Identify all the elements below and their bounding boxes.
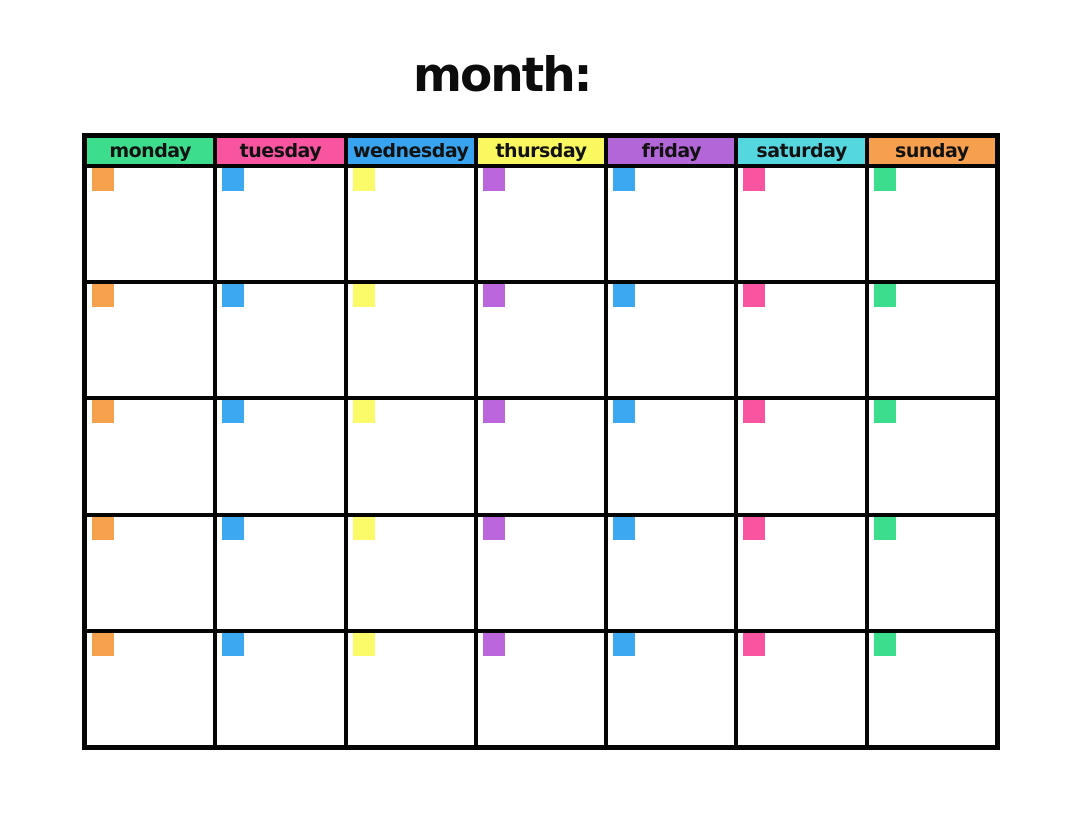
- cell-color-tag-icon: [743, 400, 766, 424]
- calendar-cell-wednesday-row5: [347, 632, 474, 745]
- cell-color-tag-icon: [352, 168, 375, 191]
- calendar-cell-thursday-row2: [477, 284, 605, 397]
- calendar-cell-wednesday-row2: [347, 284, 474, 397]
- cell-color-tag-icon: [873, 632, 896, 656]
- cell-color-tag-icon: [743, 284, 766, 308]
- calendar-cell-monday-row5: [87, 632, 214, 745]
- cell-color-tag-icon: [873, 400, 896, 424]
- calendar-cell-sunday-row3: [868, 400, 995, 513]
- calendar-cell-thursday-row1: [477, 168, 605, 281]
- cell-color-tag-icon: [222, 632, 245, 656]
- cell-color-tag-icon: [613, 516, 636, 540]
- calendar-cell-monday-row2: [87, 284, 214, 397]
- calendar-cell-tuesday-row3: [217, 400, 344, 513]
- calendar-cell-saturday-row4: [738, 516, 865, 629]
- cell-color-tag-icon: [482, 400, 505, 424]
- cell-color-tag-icon: [613, 400, 636, 424]
- cell-color-tag-icon: [222, 516, 245, 540]
- cell-color-tag-icon: [352, 284, 375, 308]
- cell-color-tag-icon: [873, 516, 896, 540]
- calendar-cell-thursday-row4: [477, 516, 605, 629]
- calendar-cell-sunday-row4: [868, 516, 995, 629]
- cell-color-tag-icon: [92, 168, 114, 191]
- calendar-cell-wednesday-row4: [347, 516, 474, 629]
- calendar-cell-wednesday-row1: [347, 168, 474, 281]
- cell-color-tag-icon: [352, 632, 375, 656]
- calendar-cell-wednesday-row3: [347, 400, 474, 513]
- cell-color-tag-icon: [743, 516, 766, 540]
- day-header-wednesday: wednesday: [347, 138, 474, 164]
- cell-color-tag-icon: [222, 284, 245, 308]
- calendar-cell-tuesday-row2: [217, 284, 344, 397]
- day-header-tuesday: tuesday: [217, 138, 344, 164]
- calendar-cell-tuesday-row4: [217, 516, 344, 629]
- cell-color-tag-icon: [482, 632, 505, 656]
- calendar-cell-sunday-row5: [868, 632, 995, 745]
- cell-color-tag-icon: [482, 284, 505, 308]
- calendar-cell-tuesday-row5: [217, 632, 344, 745]
- cell-color-tag-icon: [482, 516, 505, 540]
- cell-color-tag-icon: [222, 168, 245, 191]
- calendar-cell-friday-row2: [608, 284, 735, 397]
- month-title-label: month:: [413, 48, 592, 103]
- cell-color-tag-icon: [92, 632, 114, 656]
- cell-color-tag-icon: [92, 400, 114, 424]
- calendar-cell-sunday-row1: [868, 168, 995, 281]
- cell-color-tag-icon: [743, 632, 766, 656]
- cell-color-tag-icon: [613, 632, 636, 656]
- calendar-cell-friday-row1: [608, 168, 735, 281]
- calendar-cell-monday-row3: [87, 400, 214, 513]
- calendar-cell-saturday-row5: [738, 632, 865, 745]
- day-header-thursday: thursday: [477, 138, 605, 164]
- calendar-cell-saturday-row1: [738, 168, 865, 281]
- calendar-cell-tuesday-row1: [217, 168, 344, 281]
- calendar-grid: monday tuesday wednesday thursday friday satu…: [82, 133, 1000, 750]
- cell-color-tag-icon: [613, 168, 636, 191]
- cell-color-tag-icon: [873, 284, 896, 308]
- cell-color-tag-icon: [92, 516, 114, 540]
- cell-color-tag-icon: [482, 168, 505, 191]
- cell-color-tag-icon: [352, 516, 375, 540]
- cell-color-tag-icon: [873, 168, 896, 191]
- day-header-friday: friday: [608, 138, 735, 164]
- day-header-sunday: sunday: [868, 138, 995, 164]
- calendar-cell-friday-row3: [608, 400, 735, 513]
- day-header-monday: monday: [87, 138, 214, 164]
- calendar-cell-saturday-row2: [738, 284, 865, 397]
- cell-color-tag-icon: [92, 284, 114, 308]
- calendar-cell-monday-row4: [87, 516, 214, 629]
- day-header-saturday: saturday: [738, 138, 865, 164]
- calendar-cell-saturday-row3: [738, 400, 865, 513]
- calendar-cell-friday-row4: [608, 516, 735, 629]
- calendar-cell-thursday-row5: [477, 632, 605, 745]
- cell-color-tag-icon: [222, 400, 245, 424]
- cell-color-tag-icon: [743, 168, 766, 191]
- calendar-cell-thursday-row3: [477, 400, 605, 513]
- calendar-cell-sunday-row2: [868, 284, 995, 397]
- cell-color-tag-icon: [352, 400, 375, 424]
- calendar-cell-friday-row5: [608, 632, 735, 745]
- cell-color-tag-icon: [613, 284, 636, 308]
- calendar-cell-monday-row1: [87, 168, 214, 281]
